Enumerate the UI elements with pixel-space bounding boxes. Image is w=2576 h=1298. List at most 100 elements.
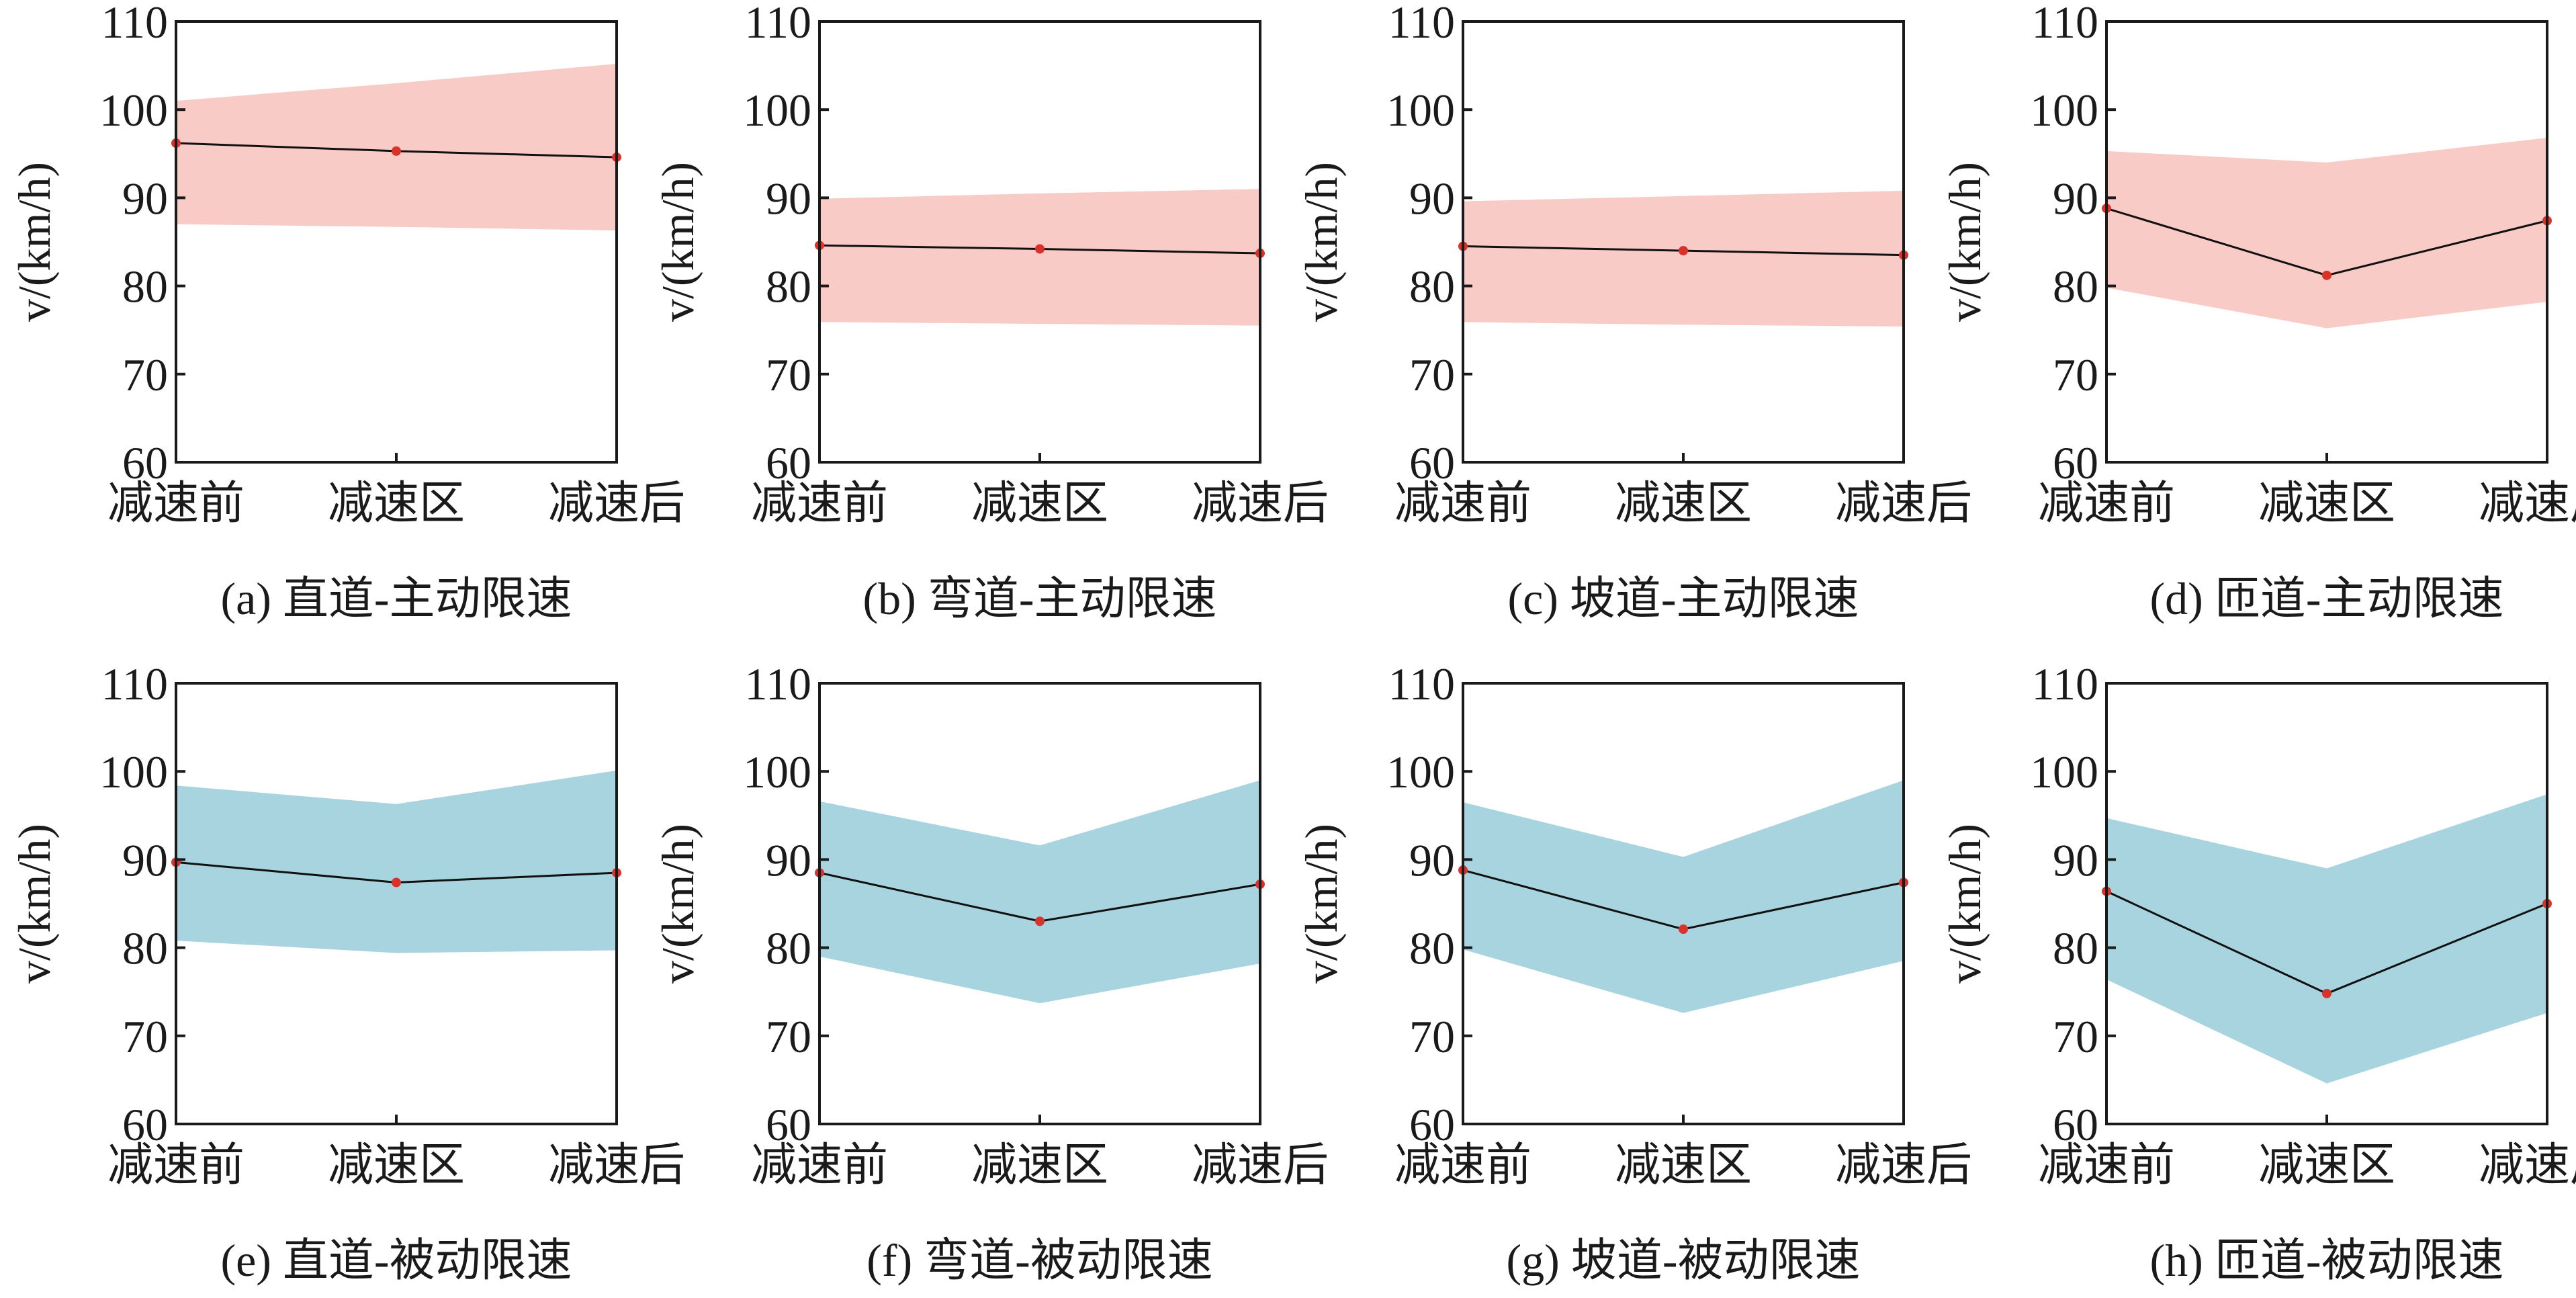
x-tick-label: 减速前 (2038, 478, 2175, 529)
y-tick-label: 60 (1409, 1099, 1455, 1150)
y-axis-label: v/(km/h) (1939, 824, 1990, 984)
y-tick-label: 80 (122, 923, 168, 974)
x-tick-label: 减速前 (107, 478, 245, 529)
x-tick-label: 减速后 (1835, 1139, 1972, 1191)
x-tick-label: 减速前 (1394, 1139, 1531, 1191)
y-axis-label: v/(km/h) (1296, 824, 1347, 984)
y-tick-label: 110 (745, 0, 811, 48)
panel-caption: (f) 弯道-被动限速 (867, 1235, 1213, 1286)
y-tick-label: 70 (1409, 349, 1455, 400)
x-tick-label: 减速区 (1615, 1139, 1752, 1191)
y-axis-label: v/(km/h) (652, 162, 703, 322)
panel-caption: (c) 坡道-主动限速 (1507, 573, 1859, 624)
confidence-band (176, 770, 617, 953)
x-tick-label: 减速区 (328, 478, 465, 529)
x-tick-label: 减速后 (1835, 478, 1972, 529)
y-tick-label: 110 (101, 658, 168, 709)
y-tick-label: 100 (2030, 746, 2098, 797)
confidence-band (819, 189, 1260, 326)
y-tick-label: 100 (99, 746, 168, 797)
y-tick-label: 60 (766, 437, 811, 488)
y-tick-label: 90 (1409, 834, 1455, 885)
y-tick-label: 90 (766, 173, 811, 224)
y-tick-label: 70 (766, 1011, 811, 1062)
mean-point (1679, 924, 1688, 935)
panel-caption: (d) 匝道-主动限速 (2150, 573, 2504, 624)
y-tick-label: 110 (2032, 0, 2098, 48)
confidence-band (1463, 190, 1904, 327)
x-tick-label: 减速后 (1192, 1139, 1329, 1191)
mean-point (392, 146, 401, 156)
confidence-band (2106, 138, 2547, 329)
y-tick-label: 110 (2032, 658, 2098, 709)
y-tick-label: 60 (1409, 437, 1455, 488)
mean-point (2322, 988, 2331, 998)
y-tick-label: 60 (122, 437, 168, 488)
x-tick-label: 减速后 (1192, 478, 1329, 529)
y-tick-label: 60 (2053, 1099, 2098, 1150)
panel-3: 60 70 80 90 100 110 减速前 减速区 减速后 v/(km/h) (d) 匝道-主动… (1939, 0, 2576, 624)
y-tick-label: 110 (1388, 658, 1455, 709)
panel-6: 60 70 80 90 100 110 减速前 减速区 减速后 v/(km/h) (g) 坡道-被动… (1296, 658, 1972, 1286)
y-tick-label: 100 (2030, 85, 2098, 136)
y-tick-label: 80 (122, 261, 168, 312)
x-tick-label: 减速区 (2258, 478, 2395, 529)
confidence-band (2106, 794, 2547, 1084)
y-tick-label: 60 (2053, 437, 2098, 488)
mean-point (392, 877, 401, 888)
y-tick-label: 90 (2053, 173, 2098, 224)
y-tick-label: 80 (2053, 261, 2098, 312)
x-tick-label: 减速区 (1615, 478, 1752, 529)
y-tick-label: 100 (1386, 85, 1455, 136)
y-tick-label: 60 (766, 1099, 811, 1150)
x-tick-label: 减速后 (548, 478, 685, 529)
panel-caption: (a) 直道-主动限速 (220, 573, 572, 624)
x-tick-label: 减速后 (2479, 478, 2576, 529)
y-tick-label: 70 (122, 349, 168, 400)
y-tick-label: 100 (1386, 746, 1455, 797)
y-tick-label: 90 (122, 173, 168, 224)
panel-caption: (b) 弯道-主动限速 (863, 573, 1217, 624)
mean-point (2322, 270, 2331, 280)
confidence-band (1463, 780, 1904, 1013)
x-tick-label: 减速前 (751, 1139, 888, 1191)
panel-1: 60 70 80 90 100 110 减速前 减速区 减速后 v/(km/h) (b) 弯道-主动… (652, 0, 1329, 624)
panel-5: 60 70 80 90 100 110 减速前 减速区 减速后 v/(km/h) (f) 弯道-被动… (652, 658, 1329, 1286)
x-tick-label: 减速后 (2479, 1139, 2576, 1191)
panel-caption: (g) 坡道-被动限速 (1507, 1235, 1861, 1286)
y-tick-label: 90 (1409, 173, 1455, 224)
x-tick-label: 减速区 (971, 478, 1108, 529)
y-tick-label: 100 (99, 85, 168, 136)
y-axis-label: v/(km/h) (1296, 162, 1347, 322)
y-tick-label: 80 (766, 923, 811, 974)
panel-caption: (h) 匝道-被动限速 (2150, 1235, 2504, 1286)
panel-0: 60 70 80 90 100 110 减速前 减速区 减速后 v/(km/h) (a) 直道-主动… (9, 0, 685, 624)
x-tick-label: 减速区 (328, 1139, 465, 1191)
x-tick-label: 减速区 (971, 1139, 1108, 1191)
y-tick-label: 70 (766, 349, 811, 400)
panel-4: 60 70 80 90 100 110 减速前 减速区 减速后 v/(km/h) (e) 直道-被动… (9, 658, 685, 1286)
panel-7: 60 70 80 90 100 110 减速前 减速区 减速后 v/(km/h) (h) 匝道-被动… (1939, 658, 2576, 1286)
x-tick-label: 减速前 (2038, 1139, 2175, 1191)
x-tick-label: 减速区 (2258, 1139, 2395, 1191)
x-tick-label: 减速前 (751, 478, 888, 529)
x-tick-label: 减速前 (107, 1139, 245, 1191)
confidence-band (819, 780, 1260, 1004)
mean-point (1035, 244, 1045, 254)
y-axis-label: v/(km/h) (652, 824, 703, 984)
y-tick-label: 90 (2053, 834, 2098, 885)
y-tick-label: 70 (2053, 1011, 2098, 1062)
y-tick-label: 110 (745, 658, 811, 709)
mean-point (1679, 246, 1688, 256)
y-tick-label: 90 (766, 834, 811, 885)
panel-2: 60 70 80 90 100 110 减速前 减速区 减速后 v/(km/h) (c) 坡道-主动… (1296, 0, 1972, 624)
y-axis-label: v/(km/h) (9, 824, 60, 984)
panel-caption: (e) 直道-被动限速 (220, 1235, 572, 1286)
y-tick-label: 70 (122, 1011, 168, 1062)
y-tick-label: 90 (122, 834, 168, 885)
y-axis-label: v/(km/h) (9, 162, 60, 322)
y-tick-label: 110 (1388, 0, 1455, 48)
y-tick-label: 70 (2053, 349, 2098, 400)
y-axis-label: v/(km/h) (1939, 162, 1990, 322)
